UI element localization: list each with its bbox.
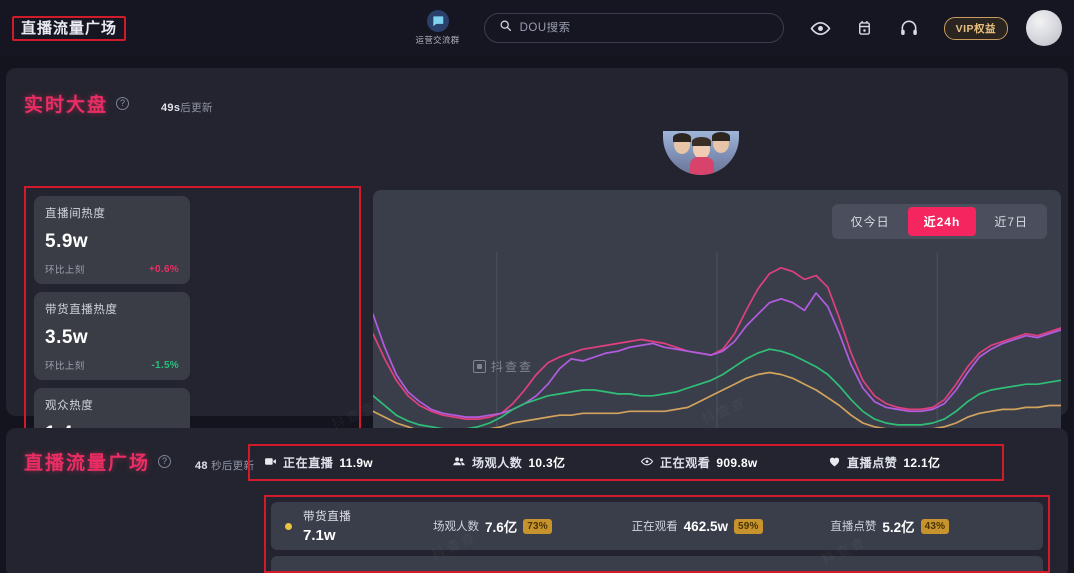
search-input[interactable] <box>519 22 769 34</box>
avatar <box>712 132 730 141</box>
chart-watermark: 抖查查 <box>473 358 533 375</box>
metric-card[interactable]: 带货直播热度 3.5w 环比上刻 -1.5% <box>34 292 190 380</box>
list-item-name-block: 带货直播 7.1w <box>303 508 433 544</box>
list-metric-percent-badge: 73% <box>523 518 552 534</box>
stat-label: 场观人数 <box>472 456 523 470</box>
stat-value: 11.9w <box>339 455 373 470</box>
list-metric-label: 直播点赞 <box>830 521 877 533</box>
stat-item-likes[interactable]: 直播点赞 12.1亿 <box>814 454 1002 471</box>
metric-delta: -1.5% <box>151 359 179 371</box>
metric-label: 观众热度 <box>45 400 94 412</box>
heart-icon <box>828 455 841 471</box>
tab-today[interactable]: 仅今日 <box>850 215 890 229</box>
list-item-value: 7.1w <box>303 527 336 544</box>
search-box[interactable] <box>483 13 784 43</box>
metric-compare-label: 环比上刻 <box>45 265 85 276</box>
operation-group-entry[interactable]: 运营交流群 <box>408 10 468 46</box>
metric-value: 5.9w <box>45 231 89 252</box>
list-metric-audience: 场观人数 7.6亿 73% <box>433 516 632 536</box>
metric-label: 带货直播热度 <box>45 304 118 316</box>
realtime-refresh-value: 49s <box>161 102 181 114</box>
plaza-refresh-value: 48 <box>195 460 208 472</box>
live-camera-icon <box>264 455 277 471</box>
eye-icon[interactable] <box>810 17 832 39</box>
avatar <box>692 137 711 146</box>
plaza-stats-highlight-box: 正在直播 11.9w 场观人数 10.3亿 正在观看 909.8w <box>248 444 1004 481</box>
live-room-thumbnail[interactable] <box>663 131 739 175</box>
watermark-logo-icon <box>473 360 486 373</box>
status-dot-icon <box>285 522 292 530</box>
search-icon <box>499 19 512 37</box>
metric-footer: 环比上刻 -1.5% <box>45 358 179 373</box>
metric-value: 3.5w <box>45 327 89 348</box>
plaza-title: 直播流量广场 <box>24 453 151 474</box>
eye-icon <box>640 455 654 471</box>
metric-compare-label: 环比上刻 <box>45 361 85 372</box>
stat-item-live[interactable]: 正在直播 11.9w <box>250 454 438 471</box>
metric-label: 直播间热度 <box>45 208 106 220</box>
user-avatar[interactable] <box>1026 10 1062 46</box>
list-metric-percent-badge: 43% <box>920 518 950 534</box>
stat-label: 正在观看 <box>660 456 711 470</box>
topbar-icon-group <box>810 17 920 39</box>
tab-last-24h[interactable]: 近24h <box>907 207 977 236</box>
realtime-refresh-suffix: 后更新 <box>180 102 213 114</box>
headphones-icon[interactable] <box>898 17 920 39</box>
stat-value: 10.3亿 <box>528 456 566 470</box>
list-metric-value: 5.2亿 <box>882 520 915 535</box>
plaza-refresh: 48 秒后更新 <box>195 458 254 473</box>
list-item-metrics: 场观人数 7.6亿 73% 正在观看 462.5w 59% 直播点赞 5.2亿 … <box>433 516 1029 536</box>
list-metric-likes: 直播点赞 5.2亿 43% <box>830 516 1029 536</box>
operation-group-label: 运营交流群 <box>415 35 460 45</box>
realtime-title: 实时大盘 <box>24 95 109 116</box>
list-metric-percent-badge: 59% <box>733 518 763 534</box>
stat-label: 正在直播 <box>283 456 334 470</box>
chat-group-icon <box>426 10 449 32</box>
time-range-tabs: 仅今日 近24h 近7日 <box>831 204 1047 239</box>
stat-value: 12.1亿 <box>903 456 941 470</box>
list-metric-watching: 正在观看 462.5w 59% <box>632 518 831 534</box>
stat-value: 909.8w <box>716 455 758 470</box>
metric-footer: 环比上刻 +0.6% <box>45 262 179 277</box>
vip-badge[interactable]: VIP权益 <box>943 16 1008 40</box>
avatar <box>673 133 691 142</box>
avatar <box>690 157 714 175</box>
plaza-refresh-suffix: 秒后更新 <box>211 460 255 472</box>
top-bar: 直播流量广场 运营交流群 <box>0 0 1074 56</box>
metric-card[interactable]: 直播间热度 5.9w 环比上刻 +0.6% <box>34 196 190 284</box>
realtime-dashboard-panel: 实时大盘 ? 49s后更新 直播间热度 5.9w 环比上刻 +0.6% 带货直播… <box>6 68 1068 572</box>
help-icon[interactable]: ? <box>158 455 172 468</box>
watermark-text: 抖查查 <box>491 360 534 374</box>
stat-item-audience[interactable]: 场观人数 10.3亿 <box>438 454 626 471</box>
realtime-header: 实时大盘 ? 49s后更新 <box>24 90 213 117</box>
list-metric-value: 7.6亿 <box>485 520 518 535</box>
plaza-header: 直播流量广场 ? 48 秒后更新 <box>24 448 254 475</box>
list-metric-value: 462.5w <box>683 518 728 534</box>
tab-last-7d[interactable]: 近7日 <box>994 215 1028 229</box>
list-metric-label: 正在观看 <box>631 521 678 533</box>
device-icon[interactable] <box>854 17 876 39</box>
list-metric-label: 场观人数 <box>433 521 479 533</box>
help-icon[interactable]: ? <box>116 97 130 110</box>
metric-delta: +0.6% <box>148 263 179 275</box>
list-item[interactable] <box>271 556 1043 571</box>
list-item-label: 带货直播 <box>303 511 352 523</box>
people-icon <box>452 455 466 471</box>
list-item[interactable]: 带货直播 7.1w 场观人数 7.6亿 73% 正在观看 462.5w 59% … <box>271 502 1043 550</box>
stat-label: 直播点赞 <box>847 456 898 470</box>
realtime-trend-chart: 仅今日 近24h 近7日 抖查查 <box>373 190 1061 474</box>
plaza-list-highlight-box: 带货直播 7.1w 场观人数 7.6亿 73% 正在观看 462.5w 59% … <box>264 495 1050 573</box>
realtime-refresh: 49s后更新 <box>161 100 213 115</box>
app-brand-title: 直播流量广场 <box>12 15 127 41</box>
stat-item-watching[interactable]: 正在观看 909.8w <box>626 454 814 471</box>
